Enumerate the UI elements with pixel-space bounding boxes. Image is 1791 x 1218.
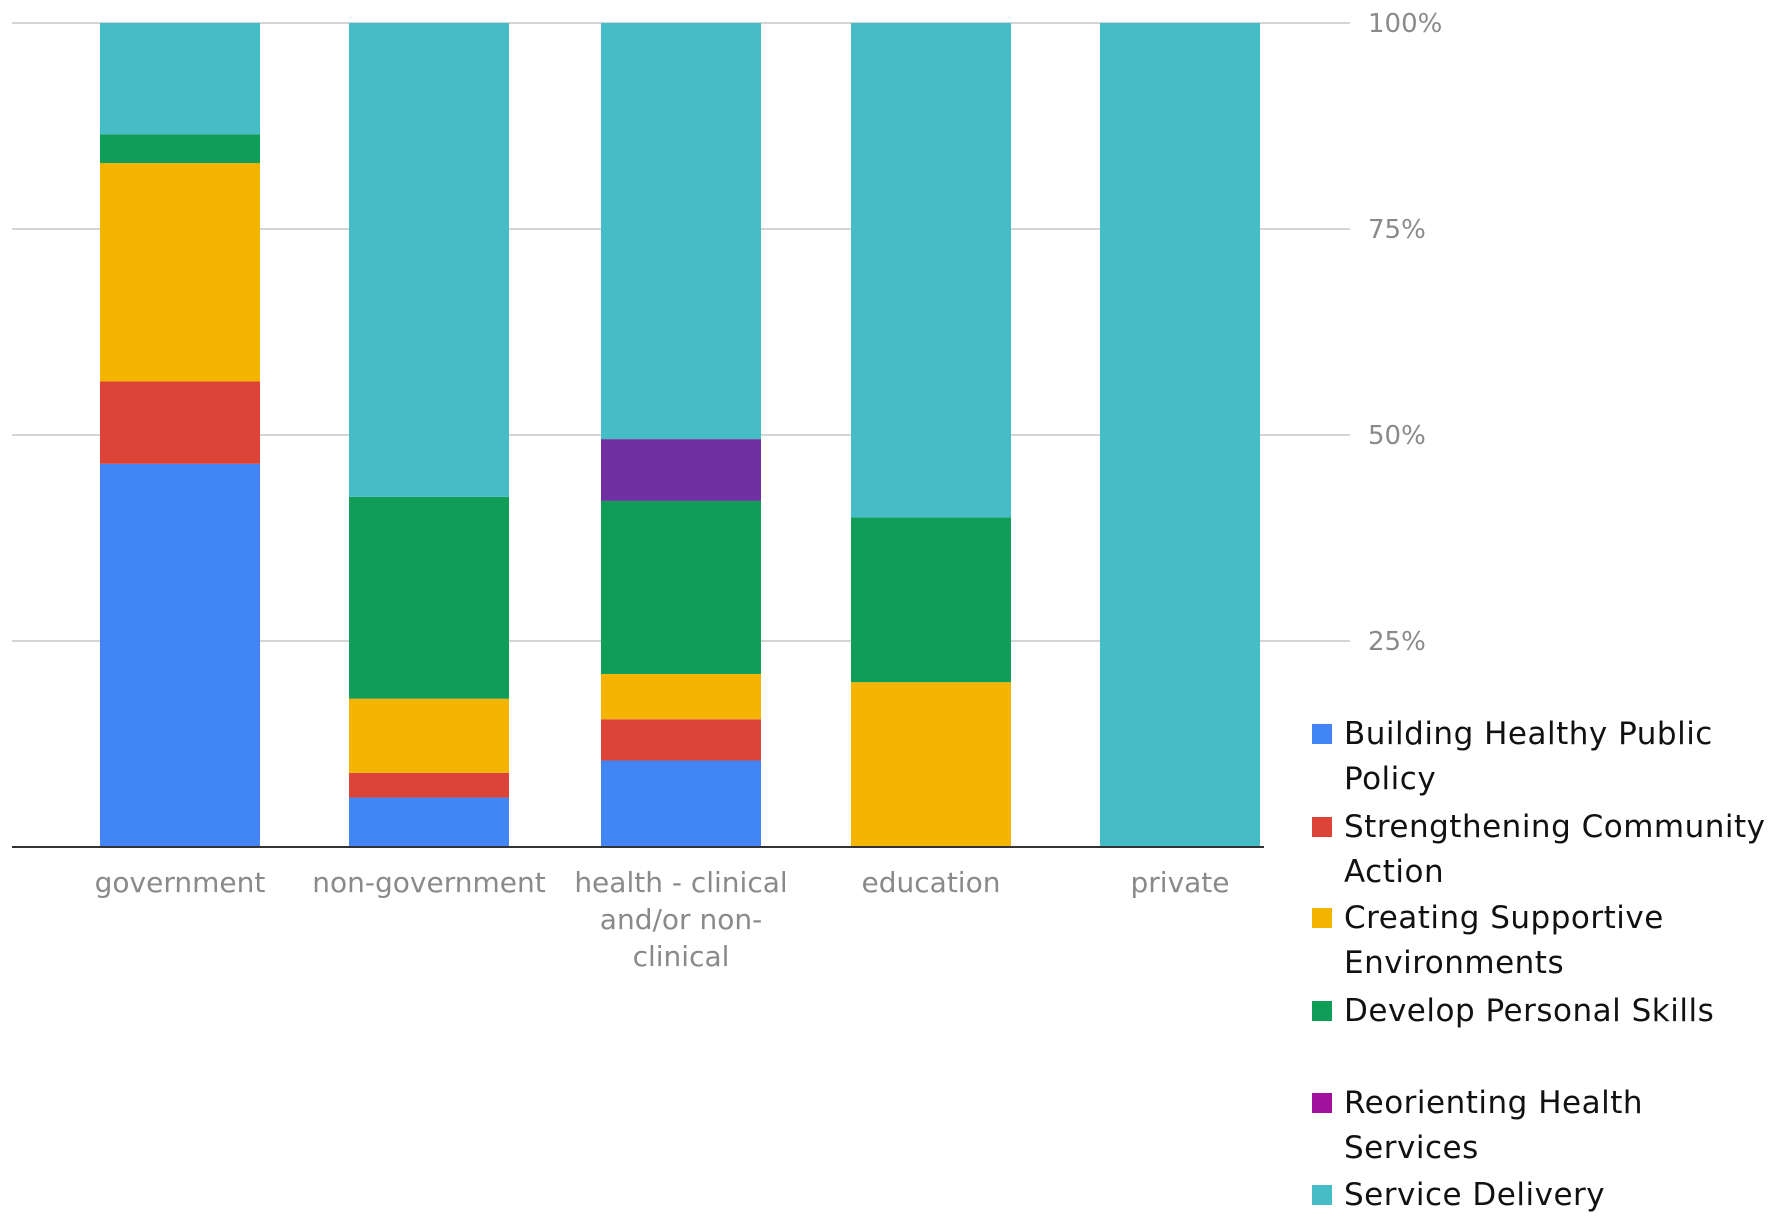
legend-label-line: Creating Supportive (1344, 900, 1664, 936)
bar-segment (1100, 23, 1260, 847)
bar-segment (851, 682, 1011, 847)
legend-label-line: Policy (1344, 761, 1437, 797)
x-tick-label-line: education (862, 866, 1001, 899)
legend-label-line: Develop Personal Skills (1344, 993, 1715, 1029)
legend-label-line: Strengthening Community (1344, 809, 1766, 845)
legend-label-line: Environments (1344, 945, 1565, 981)
bar-segment (100, 23, 260, 135)
x-tick-label-line: clinical (633, 940, 730, 973)
bar-segment (100, 463, 260, 847)
x-tick-label-line: private (1131, 866, 1230, 899)
x-tick-label: non-government (312, 866, 545, 899)
y-tick-label: 25% (1368, 627, 1426, 657)
legend-swatch (1312, 724, 1332, 744)
legend-swatch (1312, 1093, 1332, 1113)
bar-segment (100, 163, 260, 382)
bar-segment (601, 23, 761, 440)
bar-segment (349, 772, 509, 798)
legend-label-line: Service Delivery (1344, 1177, 1606, 1213)
legend-label-line: Reorienting Health Services (1344, 1085, 1644, 1166)
legend-swatch (1312, 817, 1332, 837)
bar-segment (601, 500, 761, 674)
legend-label: Building Healthy Public Policy (1344, 712, 1784, 802)
labels: 25% 50% 75% 100% government non-government hea… (95, 9, 1443, 973)
x-tick-label-line: government (95, 866, 266, 899)
legend-swatch (1312, 1001, 1332, 1021)
x-tick-label: education (862, 866, 1001, 899)
x-tick-label-line: non-government (312, 866, 545, 899)
legend-label: Reorienting Health Services (1344, 1081, 1784, 1171)
bar-segment (349, 496, 509, 699)
bar-segment (601, 760, 761, 847)
x-tick-label: private (1131, 866, 1230, 899)
y-tick-label: 100% (1368, 9, 1442, 39)
x-tick-label-line: health - clinical (574, 866, 787, 899)
bar-segment (601, 673, 761, 720)
y-tick-label: 75% (1368, 215, 1426, 245)
legend-swatch (1312, 1185, 1332, 1205)
x-tick-label: government (95, 866, 266, 899)
legend-label: Creating Supportive Environments (1344, 896, 1784, 986)
bar-segment (349, 698, 509, 773)
bar-segment (349, 797, 509, 847)
legend-swatch (1312, 908, 1332, 928)
bar-segment (851, 23, 1011, 518)
y-tick-label: 50% (1368, 421, 1426, 451)
legend-label-line: Building Healthy Public (1344, 716, 1713, 752)
legend-label-line: Action (1344, 854, 1445, 890)
bar-segment (100, 381, 260, 464)
x-tick-label-line: and/or non- (600, 903, 762, 936)
legend-label: Develop Personal Skills (1344, 989, 1784, 1034)
bar-segment (601, 719, 761, 761)
bars (100, 23, 1260, 847)
bar-segment (601, 439, 761, 501)
x-tick-label: health - clinical and/or non-clinical (574, 866, 787, 973)
legend-label: Service Delivery (1344, 1173, 1784, 1218)
bar-segment (851, 517, 1011, 683)
bar-segment (349, 23, 509, 497)
legend-label: Strengthening Community Action (1344, 805, 1784, 895)
bar-segment (100, 134, 260, 164)
